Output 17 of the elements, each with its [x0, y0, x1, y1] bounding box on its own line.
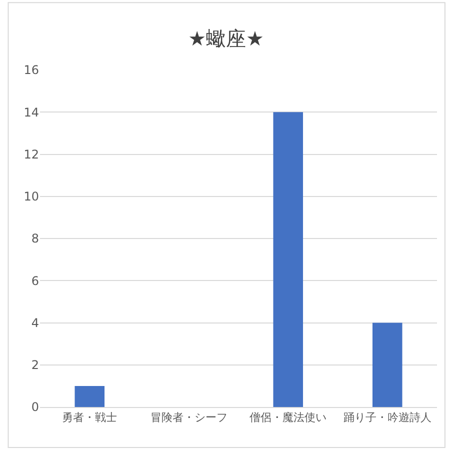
y-tick-label: 14	[24, 105, 39, 120]
y-tick-label: 2	[31, 358, 39, 372]
y-tick-label: 12	[24, 147, 39, 162]
y-tick-label: 6	[31, 274, 39, 288]
y-tick-label: 16	[24, 63, 39, 78]
x-tick-label: 踊り子・吟遊詩人	[343, 411, 432, 424]
bar	[74, 386, 105, 407]
y-tick-label: 8	[31, 232, 39, 246]
y-tick-label: 0	[31, 400, 39, 414]
bar	[372, 322, 402, 407]
x-tick-label: 勇者・戦士	[62, 411, 118, 424]
x-tick-label: 僧侶・魔法使い	[250, 411, 327, 424]
bar	[273, 112, 304, 407]
x-tick-label: 冒険者・シーフ	[150, 411, 228, 424]
y-tick-label: 10	[24, 190, 39, 204]
y-tick-label: 4	[31, 316, 39, 330]
chart-title: ★蠍座★	[188, 26, 264, 51]
